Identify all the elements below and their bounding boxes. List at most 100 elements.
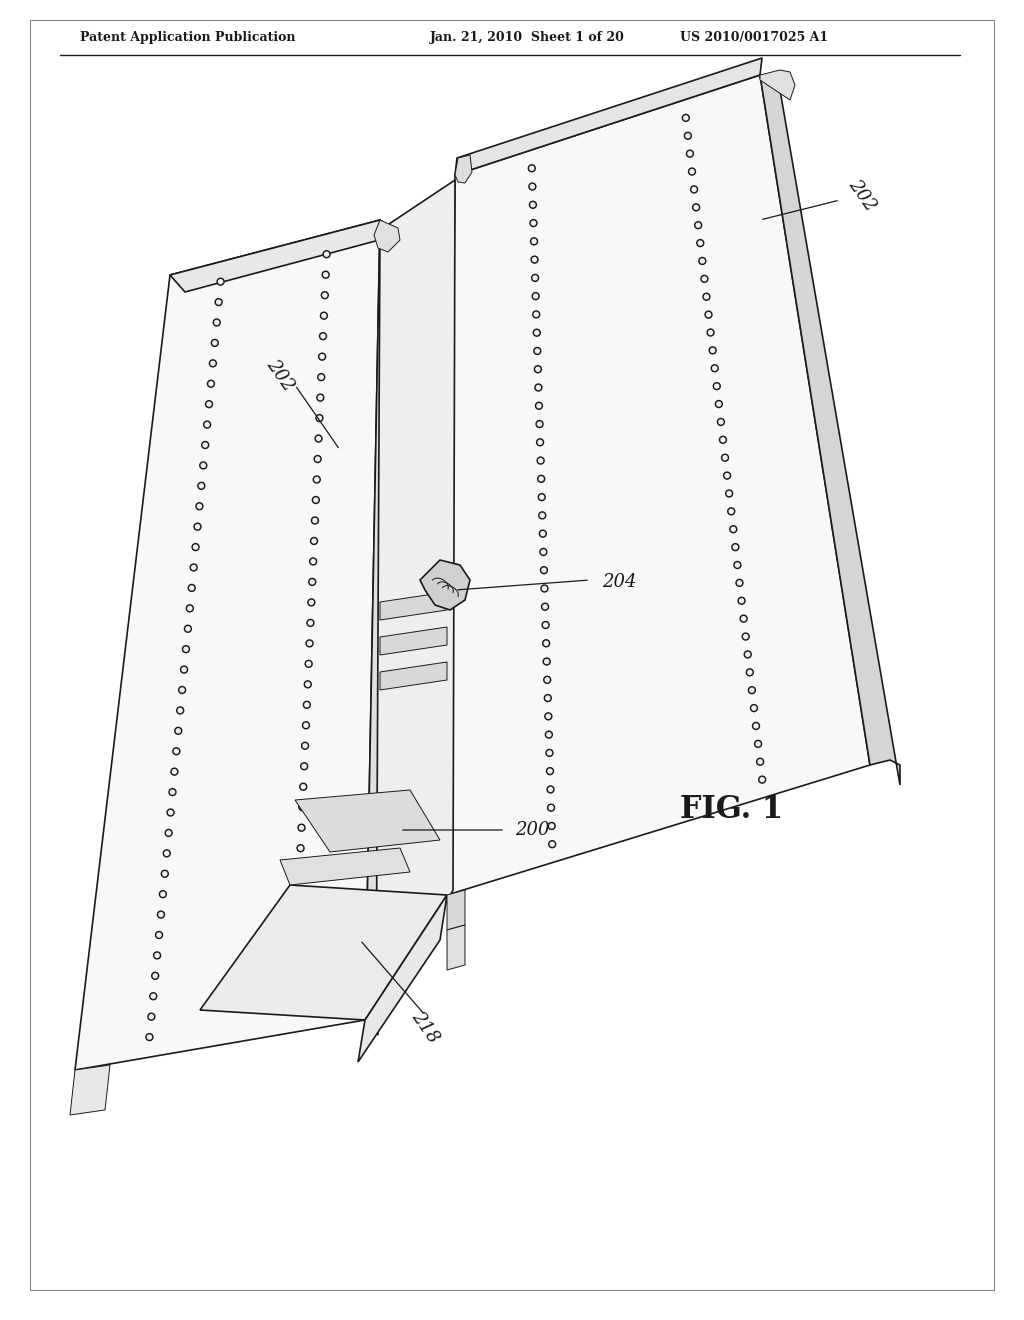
- Circle shape: [215, 298, 222, 306]
- Circle shape: [300, 805, 304, 809]
- Circle shape: [749, 686, 756, 694]
- Polygon shape: [760, 75, 900, 785]
- Circle shape: [690, 169, 694, 173]
- Circle shape: [303, 743, 307, 747]
- Polygon shape: [380, 627, 447, 655]
- Circle shape: [709, 330, 713, 334]
- Circle shape: [291, 989, 298, 995]
- Circle shape: [536, 403, 543, 409]
- Circle shape: [308, 599, 314, 606]
- Circle shape: [158, 911, 165, 919]
- Circle shape: [543, 586, 547, 590]
- Circle shape: [322, 314, 326, 318]
- Circle shape: [191, 565, 196, 569]
- Circle shape: [740, 615, 748, 622]
- Circle shape: [309, 578, 315, 586]
- Polygon shape: [455, 154, 472, 183]
- Circle shape: [539, 494, 545, 500]
- Circle shape: [314, 455, 322, 462]
- Circle shape: [301, 742, 308, 750]
- Circle shape: [193, 544, 199, 550]
- Circle shape: [727, 491, 731, 495]
- Circle shape: [319, 375, 324, 379]
- Circle shape: [712, 364, 718, 372]
- Text: FIG. 1: FIG. 1: [680, 795, 783, 825]
- Circle shape: [530, 203, 535, 207]
- Polygon shape: [420, 560, 470, 610]
- Circle shape: [694, 222, 701, 228]
- Circle shape: [544, 623, 548, 627]
- Circle shape: [734, 561, 741, 569]
- Circle shape: [529, 166, 534, 170]
- Circle shape: [299, 846, 302, 850]
- Circle shape: [198, 504, 202, 508]
- Circle shape: [318, 396, 323, 400]
- Polygon shape: [374, 220, 400, 252]
- Circle shape: [532, 293, 540, 300]
- Circle shape: [717, 403, 721, 407]
- Circle shape: [299, 826, 303, 830]
- Polygon shape: [365, 220, 398, 1035]
- Circle shape: [710, 347, 716, 354]
- Circle shape: [190, 564, 198, 572]
- Circle shape: [182, 645, 189, 652]
- Circle shape: [538, 457, 544, 465]
- Circle shape: [203, 444, 207, 447]
- Circle shape: [299, 804, 306, 810]
- Circle shape: [530, 238, 538, 244]
- Circle shape: [298, 867, 302, 871]
- Text: US 2010/0017025 A1: US 2010/0017025 A1: [680, 30, 828, 44]
- Circle shape: [156, 932, 163, 939]
- Circle shape: [177, 708, 183, 714]
- Circle shape: [316, 437, 321, 441]
- Circle shape: [300, 783, 307, 791]
- Circle shape: [542, 603, 549, 610]
- Circle shape: [745, 652, 750, 656]
- Circle shape: [172, 770, 176, 774]
- Circle shape: [760, 777, 764, 781]
- Circle shape: [313, 519, 317, 523]
- Circle shape: [540, 548, 547, 556]
- Circle shape: [305, 660, 312, 668]
- Circle shape: [180, 667, 187, 673]
- Circle shape: [548, 751, 552, 755]
- Circle shape: [537, 404, 541, 408]
- Circle shape: [746, 669, 754, 676]
- Circle shape: [301, 784, 305, 789]
- Circle shape: [296, 865, 303, 873]
- Circle shape: [171, 768, 178, 775]
- Circle shape: [298, 824, 305, 832]
- Circle shape: [302, 722, 309, 729]
- Circle shape: [146, 1034, 153, 1040]
- Circle shape: [321, 355, 325, 359]
- Circle shape: [154, 952, 161, 958]
- Circle shape: [152, 973, 159, 979]
- Circle shape: [196, 524, 200, 529]
- Circle shape: [324, 251, 330, 257]
- Circle shape: [321, 334, 325, 338]
- Circle shape: [753, 722, 760, 730]
- Circle shape: [545, 713, 552, 719]
- Circle shape: [698, 242, 702, 246]
- Circle shape: [311, 560, 315, 564]
- Circle shape: [530, 185, 535, 189]
- Circle shape: [531, 220, 536, 226]
- Circle shape: [546, 731, 552, 738]
- Circle shape: [705, 294, 709, 298]
- Circle shape: [292, 968, 299, 974]
- Circle shape: [187, 606, 191, 610]
- Circle shape: [688, 168, 695, 176]
- Circle shape: [725, 474, 729, 478]
- Circle shape: [545, 694, 551, 701]
- Circle shape: [549, 788, 553, 792]
- Circle shape: [700, 259, 705, 263]
- Circle shape: [738, 597, 745, 605]
- Circle shape: [317, 374, 325, 380]
- Circle shape: [702, 293, 710, 300]
- Circle shape: [295, 886, 302, 892]
- Circle shape: [178, 709, 182, 713]
- Circle shape: [155, 953, 159, 957]
- Polygon shape: [760, 70, 795, 100]
- Circle shape: [194, 523, 201, 531]
- Circle shape: [543, 659, 550, 665]
